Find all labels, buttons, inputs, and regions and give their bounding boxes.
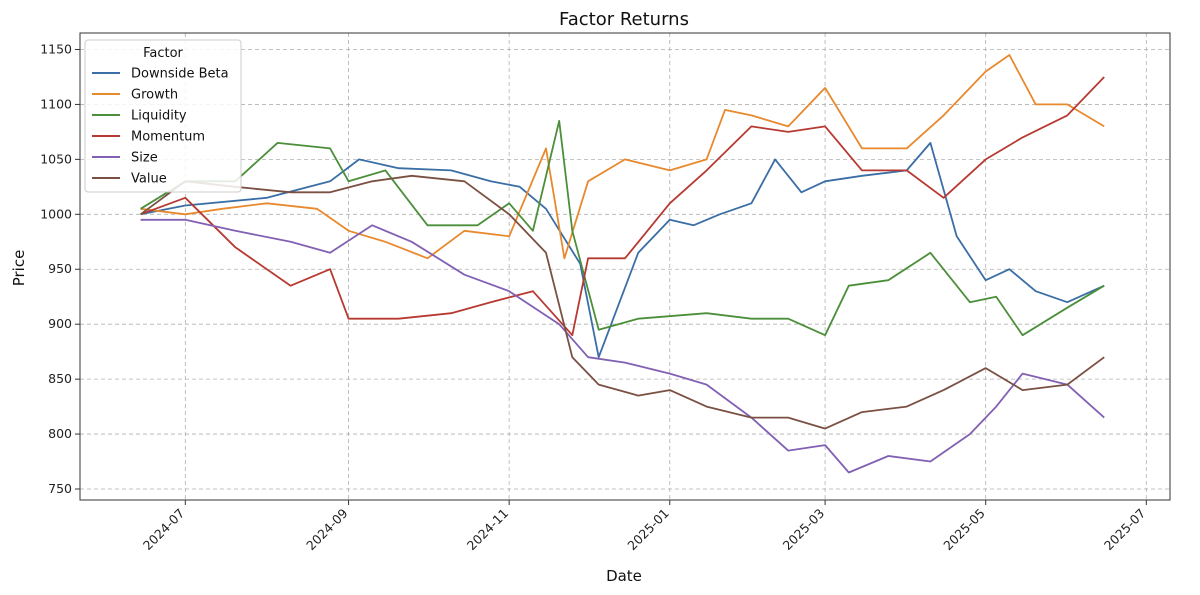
x-axis-label: Date <box>606 567 642 585</box>
legend-label: Downside Beta <box>131 67 229 82</box>
series-line-0 <box>140 142 1105 359</box>
series-layer <box>140 54 1105 474</box>
x-axis: 2024-07 2024-09 2024-11 2025-01 2025-03 2025-… <box>140 500 1149 554</box>
x-tick-label: 2025-05 <box>940 506 988 554</box>
x-tick-label: 2025-07 <box>1101 506 1149 554</box>
series-line-5 <box>140 174 1105 430</box>
x-tick-label: 2025-01 <box>624 506 672 554</box>
y-tick-label: 850 <box>48 371 72 386</box>
legend-label: Growth <box>131 88 178 103</box>
series-line-2 <box>140 120 1105 337</box>
y-axis-label: Price <box>10 250 28 287</box>
legend-label: Liquidity <box>131 109 187 124</box>
y-axis: 750 800 850 900 950 1000 1050 1100 1150 <box>40 41 80 496</box>
y-tick-label: 800 <box>48 426 72 441</box>
series-line-1 <box>140 54 1105 260</box>
grid <box>80 33 1170 500</box>
legend-box <box>84 39 242 193</box>
x-tick-label: 2024-09 <box>303 505 351 553</box>
y-tick-label: 1050 <box>40 151 72 166</box>
legend-label: Size <box>131 151 158 166</box>
legend-label: Value <box>131 172 167 187</box>
legend-label: Momentum <box>131 130 205 145</box>
series-line-4 <box>140 218 1105 474</box>
y-tick-label: 900 <box>48 316 72 331</box>
chart-title: Factor Returns <box>559 9 689 30</box>
y-tick-label: 1000 <box>40 206 72 221</box>
y-tick-label: 1100 <box>40 96 72 111</box>
y-tick-label: 750 <box>48 481 72 496</box>
x-tick-label: 2024-07 <box>140 506 188 554</box>
plot-frame <box>79 32 1171 501</box>
x-tick-label: 2024-11 <box>464 506 512 554</box>
y-tick-label: 950 <box>48 261 72 276</box>
y-tick-label: 1150 <box>40 41 72 56</box>
series-line-3 <box>140 76 1105 337</box>
legend-items: Downside Beta Growth Liquidity Momentum Size… <box>92 67 229 187</box>
x-tick-label: 2025-03 <box>780 506 828 554</box>
legend-title: Factor <box>143 46 183 61</box>
legend: Factor Downside Beta Growth Liquidity Momen… <box>84 39 242 193</box>
